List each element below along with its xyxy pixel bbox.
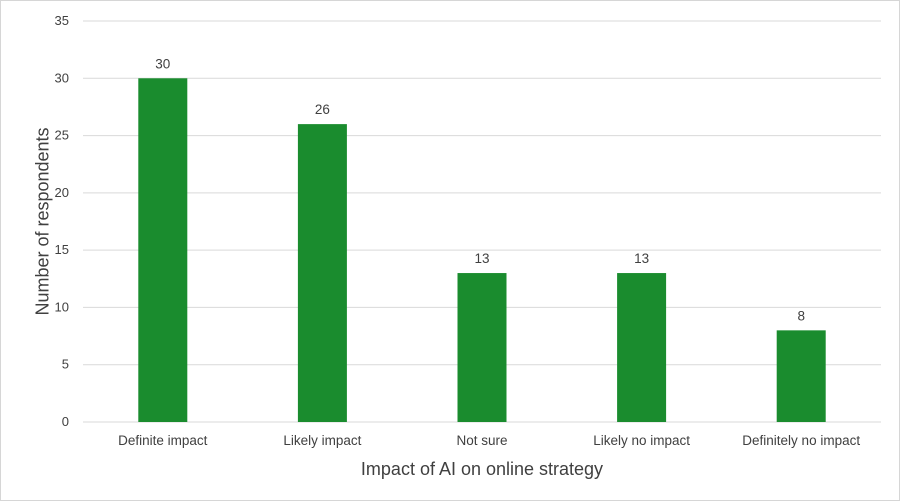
y-axis-title: Number of respondents [32, 127, 52, 315]
y-tick-label: 15 [55, 242, 69, 257]
y-tick-label: 35 [55, 13, 69, 28]
x-axis-title: Impact of AI on online strategy [361, 459, 603, 479]
data-label: 30 [155, 56, 170, 71]
bar [138, 78, 188, 423]
x-axis-categories: Definite impact Likely impact Not sure Like… [118, 433, 860, 448]
bar [297, 124, 347, 422]
y-tick-label: 25 [55, 128, 69, 143]
y-tick-label: 20 [55, 185, 69, 200]
bars [138, 78, 826, 423]
x-category-label: Likely impact [283, 433, 361, 448]
x-category-label: Definite impact [118, 433, 208, 448]
bar [457, 273, 507, 422]
bar [776, 330, 826, 422]
y-tick-label: 10 [55, 299, 69, 314]
x-category-label: Not sure [456, 433, 507, 448]
y-tick-label: 30 [55, 70, 69, 85]
data-labels: 30 26 13 13 8 [155, 56, 805, 323]
data-label: 8 [797, 308, 805, 323]
x-category-label: Definitely no impact [742, 433, 860, 448]
y-axis-ticks: 0 5 10 15 20 25 30 35 [55, 13, 69, 429]
x-category-label: Likely no impact [593, 433, 690, 448]
data-label: 13 [634, 251, 649, 266]
bar [617, 273, 667, 422]
y-tick-label: 0 [62, 414, 69, 429]
y-tick-label: 5 [62, 357, 69, 372]
data-label: 26 [315, 102, 330, 117]
data-label: 13 [474, 251, 489, 266]
